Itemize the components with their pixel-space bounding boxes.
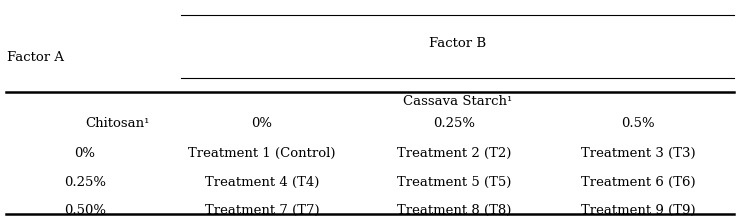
Text: Treatment 8 (T8): Treatment 8 (T8): [397, 204, 511, 217]
Text: Treatment 2 (T2): Treatment 2 (T2): [397, 147, 511, 160]
Text: 0%: 0%: [252, 117, 272, 130]
Text: Factor B: Factor B: [429, 37, 486, 50]
Text: Treatment 7 (T7): Treatment 7 (T7): [204, 204, 320, 217]
Text: Treatment 5 (T5): Treatment 5 (T5): [397, 175, 511, 189]
Text: 0.25%: 0.25%: [433, 117, 475, 130]
Text: Chitosan¹: Chitosan¹: [85, 117, 149, 130]
Text: 0.5%: 0.5%: [621, 117, 655, 130]
Text: Treatment 6 (T6): Treatment 6 (T6): [581, 175, 696, 189]
Text: Treatment 4 (T4): Treatment 4 (T4): [205, 175, 319, 189]
Text: Factor A: Factor A: [7, 51, 64, 64]
Text: Treatment 9 (T9): Treatment 9 (T9): [581, 204, 696, 217]
Text: 0.25%: 0.25%: [64, 175, 106, 189]
Text: Cassava Starch¹: Cassava Starch¹: [403, 95, 512, 108]
Text: Treatment 3 (T3): Treatment 3 (T3): [581, 147, 696, 160]
Text: 0.50%: 0.50%: [64, 204, 106, 217]
Text: 0%: 0%: [75, 147, 95, 160]
Text: Treatment 1 (Control): Treatment 1 (Control): [188, 147, 336, 160]
